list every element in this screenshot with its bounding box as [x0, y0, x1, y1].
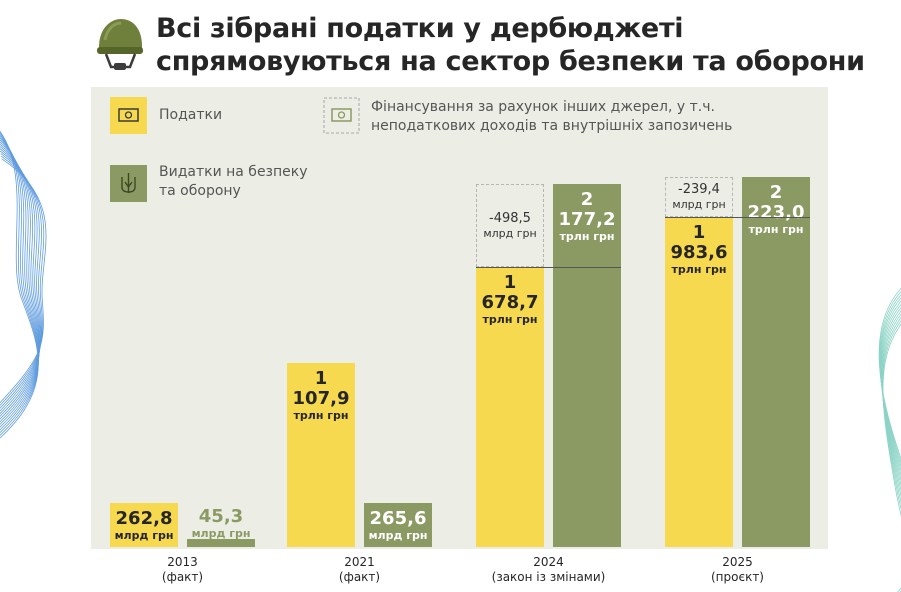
- wave-line: [882, 323, 901, 517]
- x-axis-note: (факт): [338, 570, 381, 584]
- x-axis-label-2021: 2021 (факт): [290, 555, 430, 585]
- x-axis-year: 2013: [167, 555, 198, 569]
- x-axis-label-2025: 2025 (проєкт): [668, 555, 808, 585]
- wave-line: [0, 158, 47, 404]
- gap-box-2025: -239,4 млрд грн: [665, 176, 733, 217]
- x-axis-year: 2025: [722, 555, 753, 569]
- wave-line: [879, 297, 901, 472]
- wave-line: [879, 291, 901, 592]
- gap-unit: млрд грн: [672, 197, 726, 211]
- value-number: 45,3: [198, 506, 244, 527]
- helmet-icon: [97, 19, 143, 70]
- legend-defense-line-2: та оборону: [159, 183, 241, 199]
- value-unit: млрд грн: [368, 528, 428, 542]
- legend-other-sources-money-icon: [323, 97, 360, 134]
- wave-line: [881, 313, 901, 498]
- value-number: 1 107,9: [292, 367, 350, 409]
- wave-line: [0, 155, 45, 406]
- reference-line-2024: [476, 267, 621, 269]
- wave-line: [882, 320, 901, 510]
- wave-line: [0, 134, 39, 433]
- wave-line: [0, 148, 42, 415]
- x-axis-note: (факт): [161, 570, 204, 584]
- bar-defense-2025: [742, 176, 810, 547]
- x-axis-year: 2024: [533, 555, 564, 569]
- title-line-2: спрямовуються на сектор безпеки та оборо…: [156, 46, 865, 77]
- value-unit: трлн грн: [482, 313, 538, 327]
- legend-defense-label: Видатки на безпеку та оборону: [159, 163, 308, 201]
- legend-taxes-label: Податки: [159, 107, 223, 123]
- value-unit: трлн грн: [748, 222, 804, 236]
- x-axis-note: (закон із змінами): [491, 570, 606, 584]
- legend-defense-line-1: Видатки на безпеку: [159, 164, 308, 180]
- title-line-1: Всі зібрані податки у дербюджеті: [156, 13, 684, 44]
- label-defense-2025: 2 223,0 трлн грн: [742, 182, 810, 236]
- bar-defense-2024: [553, 184, 621, 547]
- gap-value: -239,4: [678, 181, 720, 197]
- x-axis-label-2013: 2013 (факт): [113, 555, 253, 585]
- bar-taxes-2021: [287, 362, 355, 547]
- legend-other-sources-line-1: Фінансування за рахунок інших джерел, у …: [371, 99, 715, 115]
- bar-defense-2021: [364, 502, 432, 547]
- value-unit: трлн грн: [293, 408, 349, 422]
- bar-taxes-2025: [665, 216, 733, 547]
- bar-taxes-2024: [476, 267, 544, 547]
- wave-line: [882, 317, 901, 504]
- x-axis-year: 2021: [344, 555, 375, 569]
- label-taxes-2021: 1 107,9 трлн грн: [287, 367, 355, 422]
- label-taxes-2013: 262,8 млрд грн: [110, 508, 178, 543]
- wave-line: [0, 141, 40, 423]
- value-number: 1 678,7: [481, 272, 539, 314]
- value-number: 265,6: [369, 507, 427, 529]
- legend-other-sources-label: Фінансування за рахунок інших джерел, у …: [371, 98, 732, 136]
- legend-other-sources-line-2: неподаткових доходів та внутрішніх запоз…: [371, 118, 733, 134]
- wave-line: [0, 153, 43, 409]
- wave-line: [0, 150, 42, 412]
- wave-line: [881, 310, 901, 492]
- gap-value: -498,5: [489, 210, 531, 226]
- reference-line-2025: [665, 216, 810, 218]
- bar-taxes-2013: [110, 503, 178, 547]
- value-unit: млрд грн: [114, 529, 174, 543]
- x-axis-note: (проєкт): [711, 570, 764, 584]
- wave-line: [0, 143, 41, 420]
- x-axis-label-2024: 2024 (закон із змінами): [479, 555, 619, 585]
- wave-line: [0, 146, 41, 417]
- wave-line: [0, 131, 39, 439]
- wave-line: [881, 307, 901, 487]
- legend-defense-trident-icon: [110, 165, 147, 202]
- wave-line: [0, 136, 40, 431]
- value-unit: млрд грн: [191, 527, 251, 540]
- wave-line: [0, 139, 40, 425]
- legend-taxes-money-icon: [110, 97, 147, 134]
- label-taxes-2025: 1 983,6 трлн грн: [665, 221, 733, 276]
- bar-defense-2013: [187, 539, 255, 547]
- gap-unit: млрд грн: [483, 226, 537, 240]
- gap-box-2024: -498,5 млрд грн: [476, 184, 544, 268]
- value-number: 262,8: [115, 508, 173, 530]
- value-number: 2 177,2: [558, 189, 616, 231]
- label-defense-2024: 2 177,2 трлн грн: [553, 189, 621, 244]
- value-unit: трлн грн: [559, 230, 615, 244]
- label-defense-2013: 45,3 млрд грн: [187, 506, 255, 541]
- wave-line: [878, 287, 901, 592]
- wave-line: [0, 137, 40, 428]
- label-defense-2021: 265,6 млрд грн: [364, 507, 432, 542]
- value-unit: трлн грн: [671, 262, 727, 276]
- wave-line: [880, 300, 901, 477]
- wave-line: [880, 303, 901, 481]
- label-taxes-2024: 1 678,7 трлн грн: [476, 272, 544, 327]
- wave-line: [0, 132, 39, 436]
- chart-title: Всі зібрані податки у дербюджеті спрямов…: [156, 12, 865, 78]
- value-number: 1 983,6: [670, 221, 728, 263]
